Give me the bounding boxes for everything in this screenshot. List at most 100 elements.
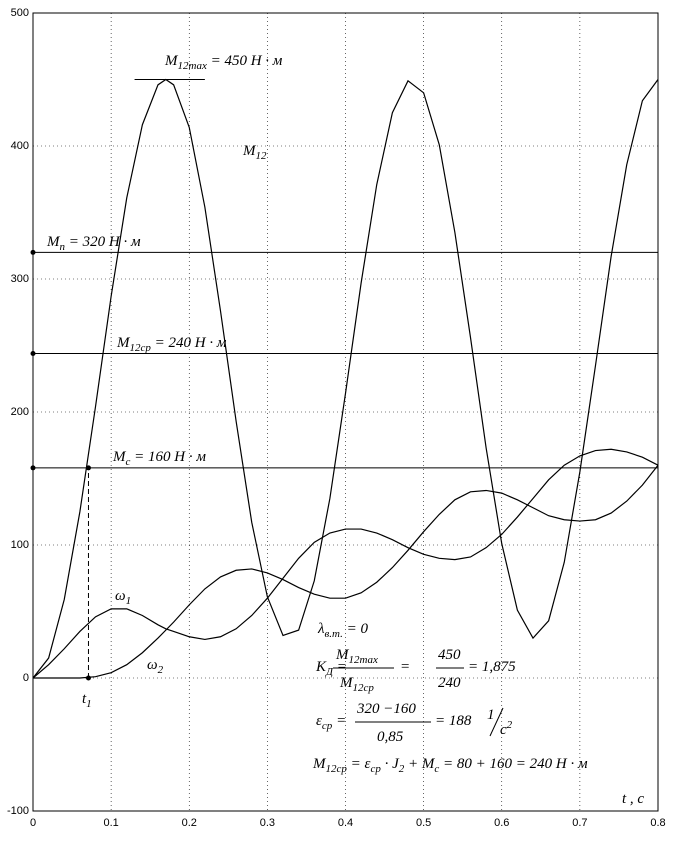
annotation-part: M [335,647,350,663]
annotation-part: K [315,659,327,675]
annotation-part: = 240 Н · м [151,335,227,351]
annotation-part: 12ср [353,682,375,694]
x-tick-label: 0.4 [338,817,353,829]
annotation: t1 [82,691,92,709]
annotation-part: = 1,875 [468,659,516,675]
y-tick-label: 200 [11,406,29,418]
annotation-part: t [82,691,87,707]
annotation-part: 12max [178,60,207,72]
annotation: M12max [335,647,378,665]
annotation-part: ср [370,763,381,775]
annotation: ω1 [115,588,131,606]
annotation-part: = [400,659,410,675]
annotation: εср = [316,713,346,731]
annotation-part: ср [322,720,333,732]
annotation-part: c [500,722,507,738]
annotation: = 188 [435,713,472,729]
annotation-part: M [339,675,354,691]
annotation-part: 12 [256,150,268,162]
annotation: ω2 [147,657,164,675]
annotation: t , c [622,791,644,807]
annotation-part: = [332,713,346,729]
x-tick-label: 0.8 [650,817,665,829]
annotation-part: ω [147,657,158,673]
annotation: 450 [438,647,461,663]
annotation: 240 [438,675,461,691]
annotation-part: 450 [438,647,461,663]
annotation-part: 1 [126,595,132,607]
y-tick-label: 300 [11,273,29,285]
annotation-part: M [46,234,61,250]
annotation-part: M [164,53,179,69]
x-tick-label: 0.2 [182,817,197,829]
x-tick-label: 0.1 [103,817,118,829]
annotation-part: ω [115,588,126,604]
annotation-part: ε [316,713,322,729]
annotation-part: 0,85 [377,729,404,745]
y-tick-label: 500 [11,7,29,19]
t1-dot [85,465,91,471]
series-line [33,464,659,679]
annotation: 0,85 [377,729,404,745]
fraction-bars [333,667,504,737]
annotation: λв.т. = 0 [317,621,368,639]
x-tick-label: 0 [30,817,36,829]
annotation-part: 12ср [326,763,348,775]
annotation-part: п [60,241,66,253]
annotation: = [400,659,410,675]
annotation: M12max = 450 Н · м [164,53,283,71]
annotation-part: Д [325,666,334,678]
annotation: M12ср [339,675,374,693]
annotation-part: M [242,143,257,159]
annotation-part: 320 −160 [356,701,416,717]
fraction-slash [489,707,504,737]
annotation-part: = 320 Н · м [65,234,141,250]
annotation-part: c [126,456,131,468]
y-tick-label: 0 [23,672,29,684]
y-tick-label: 400 [11,140,29,152]
annotation-part: 2 [158,664,164,676]
y-tick-label: -100 [7,805,29,817]
annotation-part: M [116,335,131,351]
series-line [32,448,659,679]
annotation-part: c [434,763,439,775]
annotation-part: · J [381,756,400,772]
y-tick-label: 100 [11,539,29,551]
x-tick-label: 0.6 [494,817,509,829]
reference-dot [30,249,36,255]
annotation-part: = 450 Н · м [207,53,283,69]
annotation-part: = 80 + 160 = 240 Н · м [439,756,588,772]
annotation-part: = ε [347,756,371,772]
annotation: Mc = 160 Н · м [112,449,206,467]
annotation: Mп = 320 Н · м [46,234,141,252]
annotation-part: 240 [438,675,461,691]
annotation: 1 [487,707,495,723]
x-tick-label: 0.5 [416,817,431,829]
annotation: M12ср = εср · J2 + Mc = 80 + 160 = 240 Н… [312,756,588,774]
reference-dot [30,350,36,356]
annotation: M12ср = 240 Н · м [116,335,227,353]
annotation-part: 2 [507,719,513,731]
annotation-part: 1 [487,707,495,723]
series-line [32,78,659,679]
reference-dot [30,465,36,471]
annotation: KД = [315,659,347,677]
x-tick-label: 0.7 [572,817,587,829]
annotation-part: = 160 Н · м [130,449,206,465]
annotation-part: t , c [622,791,644,807]
annotation-part: в.т. [325,628,343,640]
annotation-part: λ [317,621,325,637]
annotation-part: = 188 [435,713,472,729]
annotation: M12 [242,143,267,161]
annotation-part: 12ср [130,342,152,354]
annotation-part: M [312,756,327,772]
annotation: = 1,875 [468,659,516,675]
annotation-part: + M [404,756,436,772]
annotation-part: 2 [399,763,405,775]
annotation: 320 −160 [356,701,416,717]
annotation-part: = [333,659,347,675]
annotation-part: 1 [86,698,92,710]
annotation-part: M [112,449,127,465]
annotation-part: = 0 [343,621,369,637]
